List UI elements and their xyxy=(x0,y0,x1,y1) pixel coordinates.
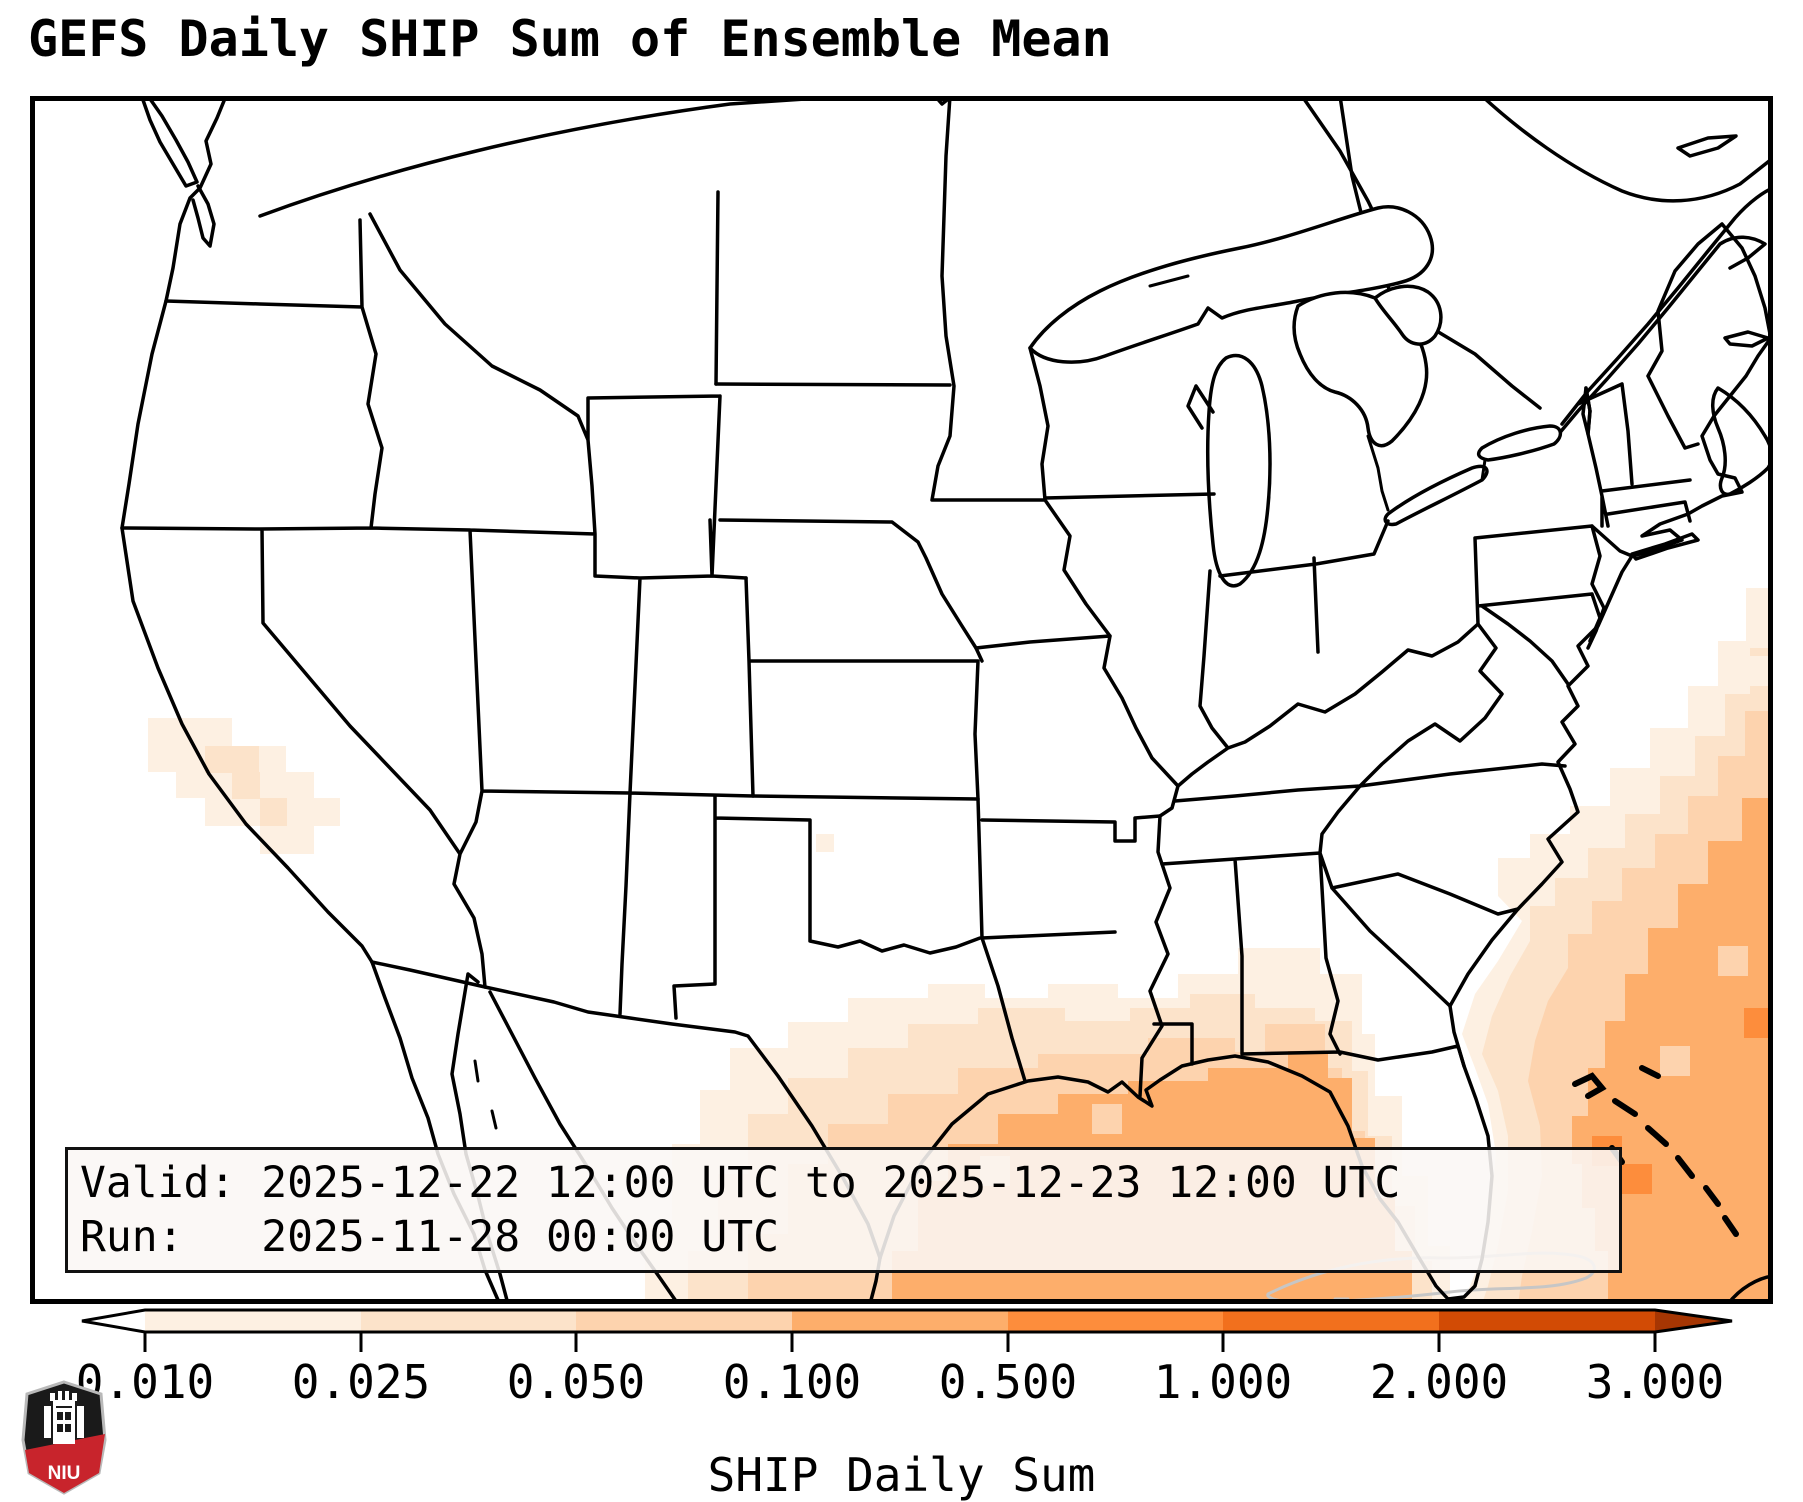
run-time-text: Run: 2025-11-28 00:00 UTC xyxy=(80,1212,779,1262)
prince-edward-island xyxy=(1723,330,1770,348)
colorbar-tick-label-3: 0.100 xyxy=(722,1355,862,1409)
canada-border-49n xyxy=(258,96,1387,238)
lake-michigan xyxy=(1206,353,1272,588)
shading-cell-strong2 xyxy=(1622,1164,1652,1194)
colorbar-seg-7 xyxy=(1439,1310,1655,1332)
gulf-atlantic-coastline xyxy=(878,332,1773,1301)
st-lawrence-river xyxy=(1550,186,1773,444)
lake-superior xyxy=(1028,205,1435,364)
pacific-coastline xyxy=(120,96,374,964)
niu-logo: NIU xyxy=(21,1380,107,1495)
us-map-svg xyxy=(30,96,1773,1304)
quebec-north-shore xyxy=(1480,96,1773,203)
colorbar-tick-label-1: 0.025 xyxy=(291,1355,431,1409)
map-frame xyxy=(30,96,1773,1304)
shading-pacific-cell2 xyxy=(232,772,260,799)
shading-cell-pale3 xyxy=(1092,1104,1122,1134)
niu-shield-red-band xyxy=(25,1434,105,1493)
colorbar-seg-6 xyxy=(1223,1310,1439,1332)
great-lakes-layer xyxy=(1028,205,1563,588)
colorbar-under-arrow xyxy=(82,1310,145,1332)
info-box: Valid: 2025-12-22 12:00 UTC to 2025-12-2… xyxy=(65,1147,1622,1273)
colorbar-tick-label-7: 3.000 xyxy=(1585,1355,1725,1409)
shading-pacific-cell1 xyxy=(205,746,259,773)
shading-pacific-cell3 xyxy=(260,798,287,826)
colorbar-segments xyxy=(82,1310,1732,1332)
south-state-borders xyxy=(1152,784,1520,1068)
shading-cell-pale1 xyxy=(1718,946,1748,976)
shading-cell-pale6 xyxy=(1235,1024,1265,1052)
lake-erie xyxy=(1383,464,1489,527)
puget-sound xyxy=(191,184,216,248)
valid-time-text: Valid: 2025-12-22 12:00 UTC to 2025-12-2… xyxy=(80,1158,1401,1208)
colorbar-seg-5 xyxy=(1008,1310,1223,1332)
colorbar-seg-2 xyxy=(361,1310,576,1332)
colorbar-tick-label-6: 2.000 xyxy=(1369,1355,1509,1409)
state-borders-layer xyxy=(120,96,1772,1098)
page-title: GEFS Daily SHIP Sum of Ensemble Mean xyxy=(28,10,1112,68)
midwest-state-borders xyxy=(930,96,1480,1098)
colorbar-tick-label-2: 0.050 xyxy=(506,1355,646,1409)
niu-clocktower-icon xyxy=(44,1391,84,1444)
lake-ontario xyxy=(1476,424,1563,462)
colorbar-over-arrow xyxy=(1655,1310,1732,1332)
west-state-borders xyxy=(120,190,980,1016)
colorbar-ticks xyxy=(143,1332,1657,1352)
vancouver-island xyxy=(141,96,199,188)
shading-cell-pale2 xyxy=(1660,1046,1690,1076)
georgian-bay xyxy=(1373,284,1443,346)
colorbar-seg-1 xyxy=(145,1310,361,1332)
green-bay xyxy=(1186,384,1215,430)
shading-texas-cell xyxy=(816,834,834,852)
st-clair-detroit-river xyxy=(1366,434,1487,512)
map-panel xyxy=(30,96,1773,1304)
east-state-borders xyxy=(1358,222,1772,788)
bahamas-islands xyxy=(1572,1065,1739,1237)
nova-scotia xyxy=(1711,386,1773,497)
colorbar-title: SHIP Daily Sum xyxy=(707,1448,1096,1502)
long-island xyxy=(1630,532,1700,561)
colorbar-seg-4 xyxy=(792,1310,1008,1332)
colorbar-tick-label-4: 0.500 xyxy=(938,1355,1078,1409)
anticosti-island xyxy=(1676,134,1738,158)
isle-royale xyxy=(1148,274,1190,288)
colorbar-tick-label-5: 1.000 xyxy=(1153,1355,1293,1409)
gulf-of-california-islands xyxy=(473,1059,498,1130)
colorbar-svg xyxy=(81,1308,1733,1352)
colorbar-seg-3 xyxy=(576,1310,792,1332)
plains-state-borders xyxy=(672,382,1162,1083)
niu-logo-text: NIU xyxy=(48,1463,81,1484)
